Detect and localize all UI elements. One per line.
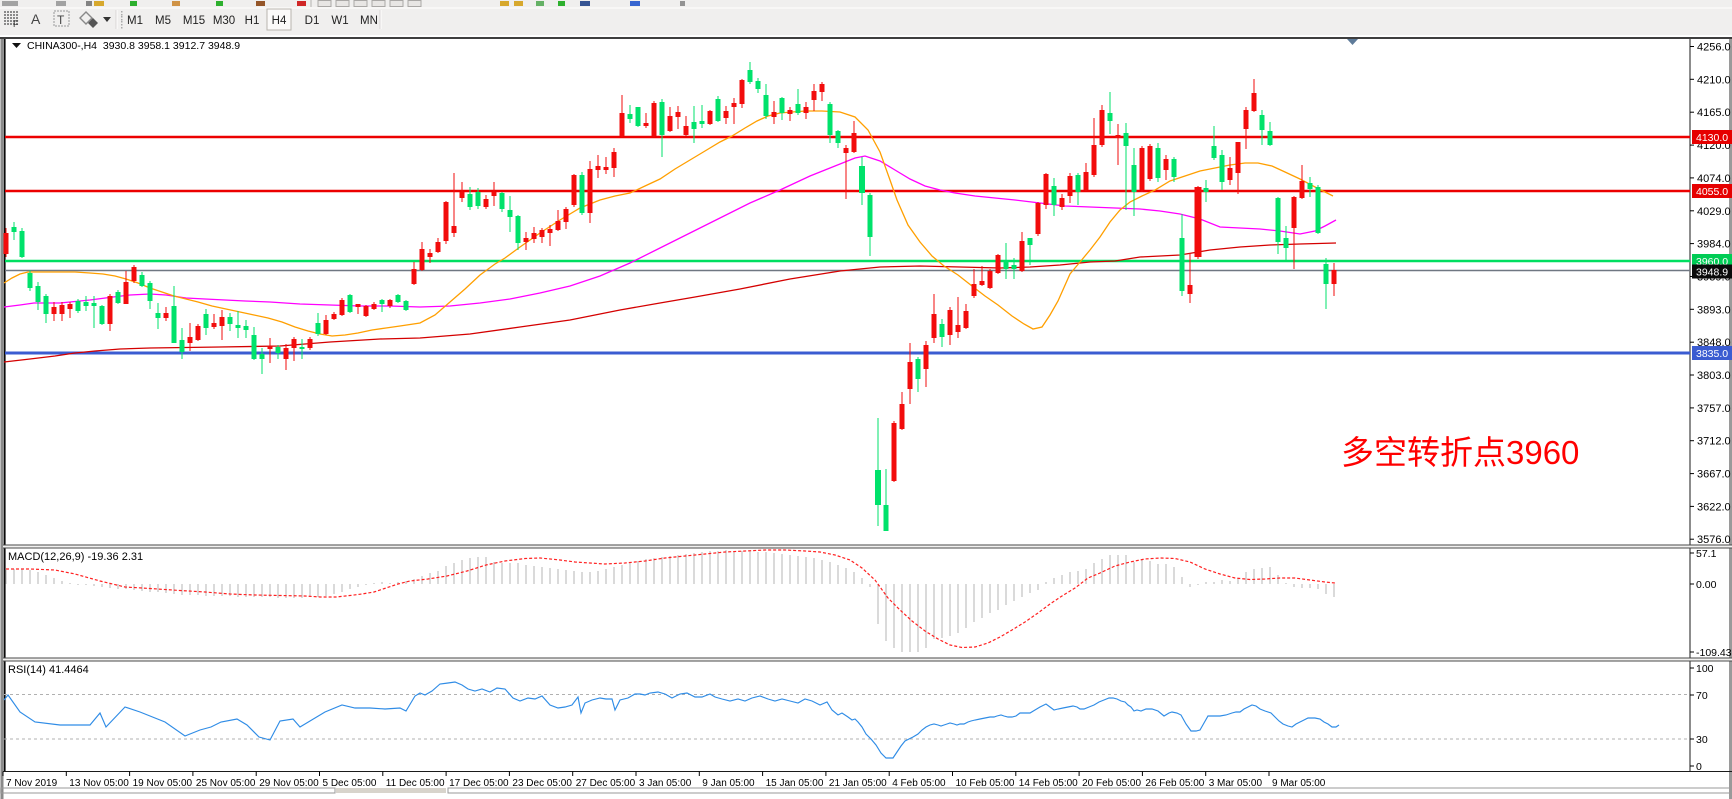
svg-text:-109.43: -109.43 [1696,647,1732,659]
svg-text:A: A [31,11,41,27]
svg-text:25 Nov 05:00: 25 Nov 05:00 [196,778,256,789]
svg-text:3835.0: 3835.0 [1696,348,1728,360]
svg-text:20 Feb 05:00: 20 Feb 05:00 [1082,778,1141,789]
svg-text:3622.0: 3622.0 [1697,501,1731,513]
svg-text:4029.0: 4029.0 [1697,206,1731,218]
svg-text:0.00: 0.00 [1696,579,1717,591]
svg-text:T: T [57,13,65,27]
svg-text:26 Feb 05:00: 26 Feb 05:00 [1145,778,1204,789]
svg-text:3984.0: 3984.0 [1697,239,1731,251]
svg-text:19 Nov 05:00: 19 Nov 05:00 [133,778,193,789]
svg-text:7 Nov 2019: 7 Nov 2019 [6,778,58,789]
svg-text:10 Feb 05:00: 10 Feb 05:00 [956,778,1015,789]
svg-text:F: F [13,19,19,29]
svg-text:CHINA300-,H4 3930.8 3958.1 39: CHINA300-,H4 3930.8 3958.1 3912.7 3948.9 [27,40,240,52]
svg-text:9 Mar 05:00: 9 Mar 05:00 [1272,778,1326,789]
svg-text:3576.0: 3576.0 [1697,534,1731,546]
svg-text:4074.0: 4074.0 [1697,173,1731,185]
svg-text:MACD(12,26,9) -19.36 2.31: MACD(12,26,9) -19.36 2.31 [8,551,143,563]
svg-text:100: 100 [1696,663,1714,675]
svg-text:D1: D1 [305,15,320,27]
svg-text:3 Jan 05:00: 3 Jan 05:00 [639,778,692,789]
svg-text:4210.0: 4210.0 [1697,74,1731,86]
svg-text:多空转折点3960: 多空转折点3960 [1341,434,1579,471]
svg-text:3948.9: 3948.9 [1696,267,1728,279]
svg-text:57.1: 57.1 [1696,548,1717,560]
svg-text:5 Dec 05:00: 5 Dec 05:00 [323,778,377,789]
svg-text:13 Nov 05:00: 13 Nov 05:00 [69,778,129,789]
svg-text:3667.0: 3667.0 [1697,469,1731,481]
svg-text:MN: MN [360,15,378,27]
svg-text:M1: M1 [127,15,143,27]
svg-text:21 Jan 05:00: 21 Jan 05:00 [829,778,887,789]
svg-text:M30: M30 [213,15,235,27]
svg-text:15 Jan 05:00: 15 Jan 05:00 [766,778,824,789]
svg-text:23 Dec 05:00: 23 Dec 05:00 [512,778,572,789]
svg-text:3803.0: 3803.0 [1697,370,1731,382]
svg-text:14 Feb 05:00: 14 Feb 05:00 [1019,778,1078,789]
svg-text:4165.0: 4165.0 [1697,107,1731,119]
svg-text:M15: M15 [183,15,205,27]
svg-text:4 Feb 05:00: 4 Feb 05:00 [892,778,946,789]
svg-text:H4: H4 [272,15,287,27]
svg-text:4256.0: 4256.0 [1697,42,1731,54]
svg-text:70: 70 [1696,690,1708,702]
svg-text:3 Mar 05:00: 3 Mar 05:00 [1209,778,1263,789]
svg-text:M5: M5 [155,15,171,27]
svg-text:3712.0: 3712.0 [1697,436,1731,448]
svg-text:4055.0: 4055.0 [1696,186,1728,198]
svg-text:3893.0: 3893.0 [1697,304,1731,316]
svg-text:27 Dec 05:00: 27 Dec 05:00 [576,778,636,789]
svg-text:3757.0: 3757.0 [1697,403,1731,415]
svg-text:RSI(14) 41.4464: RSI(14) 41.4464 [8,664,89,676]
svg-text:0: 0 [1696,761,1702,773]
svg-text:30: 30 [1696,734,1708,746]
svg-text:9 Jan 05:00: 9 Jan 05:00 [702,778,755,789]
svg-text:17 Dec 05:00: 17 Dec 05:00 [449,778,509,789]
svg-text:29 Nov 05:00: 29 Nov 05:00 [259,778,319,789]
svg-text:11 Dec 05:00: 11 Dec 05:00 [386,778,445,789]
svg-text:W1: W1 [331,15,348,27]
svg-text:4130.0: 4130.0 [1696,132,1728,144]
svg-text:H1: H1 [245,15,260,27]
